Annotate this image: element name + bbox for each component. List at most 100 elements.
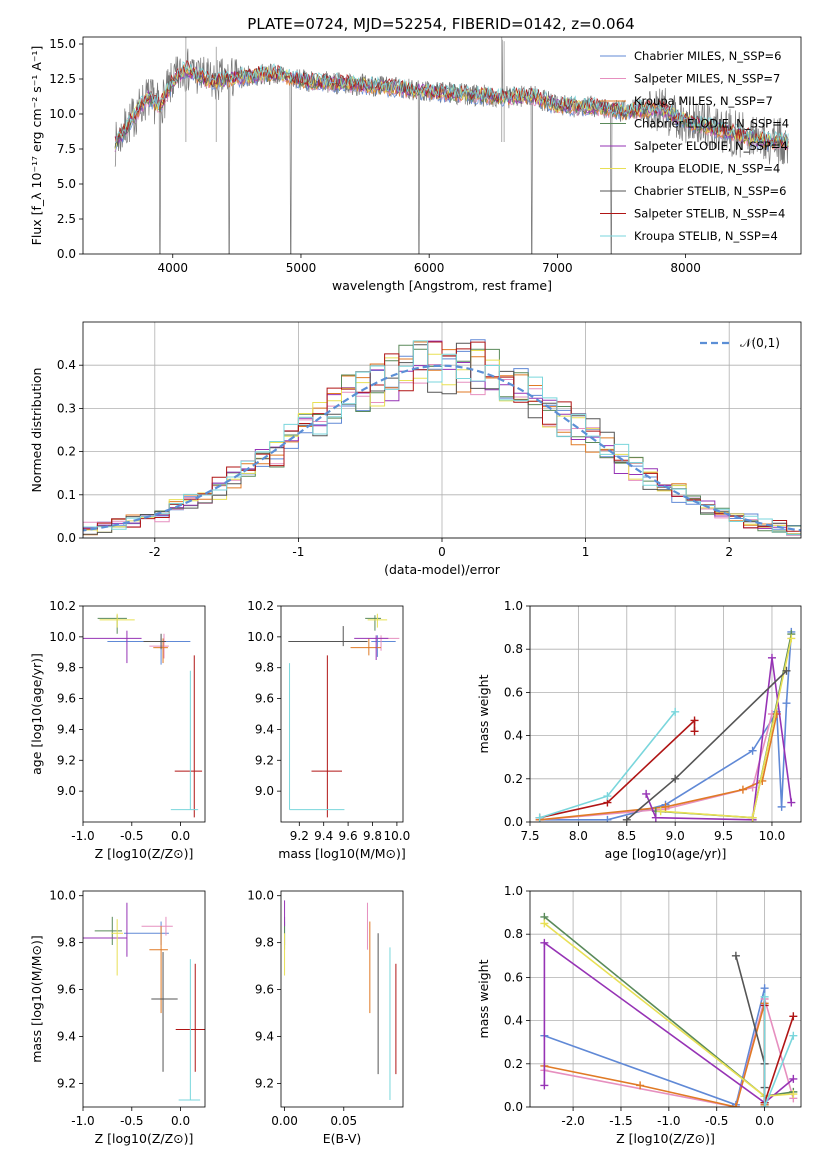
point-marker bbox=[651, 813, 660, 822]
y-tick-label: 9.2 bbox=[57, 753, 76, 767]
panel-mass_vs_EBV: 0.00 0.05 9.2 9.4 9.6 9.8 10.0 E(B-V) bbox=[247, 889, 404, 1146]
x-tick-label: 8000 bbox=[670, 261, 701, 275]
legend-entry: 𝒩(0,1) bbox=[740, 336, 780, 350]
x-tick-label: 10.0 bbox=[759, 829, 786, 843]
x-tick-label: 2 bbox=[725, 545, 733, 559]
plot-area bbox=[288, 613, 400, 818]
point-marker bbox=[767, 653, 776, 662]
figure-title: PLATE=0724, MJD=52254, FIBERID=0142, z=0… bbox=[247, 15, 634, 33]
x-axis-label: mass [log10(M/M⊙)] bbox=[278, 846, 406, 861]
y-tick-label: 9.0 bbox=[255, 784, 274, 798]
point-marker bbox=[787, 798, 796, 807]
point-marker bbox=[656, 807, 665, 816]
y-tick-label: 0.0 bbox=[57, 531, 76, 545]
x-tick-label: 6000 bbox=[414, 261, 445, 275]
plot-area bbox=[540, 912, 798, 1107]
x-tick-label: 9.6 bbox=[339, 829, 358, 843]
point-marker bbox=[671, 707, 680, 716]
y-tick-label: 9.8 bbox=[255, 936, 274, 950]
point-marker bbox=[661, 802, 670, 811]
histogram-8 bbox=[83, 340, 801, 537]
y-tick-label: 9.8 bbox=[57, 936, 76, 950]
point-marker bbox=[787, 634, 796, 643]
point-marker bbox=[636, 1081, 645, 1090]
x-tick-label: -1.0 bbox=[71, 1114, 94, 1128]
y-axis-label: mass weight bbox=[476, 959, 491, 1038]
axes-frame bbox=[280, 605, 404, 823]
x-axis-label: Z [log10(Z/Z⊙)] bbox=[95, 1131, 194, 1146]
x-tick-label: 9.5 bbox=[714, 829, 733, 843]
x-axis-label: age [log10(age/yr)] bbox=[605, 846, 727, 861]
y-tick-label: 0.2 bbox=[504, 772, 523, 786]
panel-residuals: -2 -1 0 1 2 0.0 0.1 0.2 0.3 0.4 𝒩(0,1) (data-model)… bbox=[29, 321, 802, 577]
plot-area bbox=[83, 339, 801, 537]
axes-frame bbox=[82, 321, 802, 539]
y-tick-label: 9.6 bbox=[255, 983, 274, 997]
point-marker bbox=[603, 792, 612, 801]
point-marker bbox=[731, 1103, 740, 1107]
panel-age_vs_mass: 9.2 9.4 9.6 9.8 10.09.09.29.49.69.810.010.2m… bbox=[247, 599, 410, 861]
series-line-1 bbox=[539, 713, 777, 821]
y-tick-label: 9.0 bbox=[57, 784, 76, 798]
point-marker bbox=[540, 938, 549, 947]
y-tick-label: 9.8 bbox=[255, 661, 274, 675]
y-tick-label: 0.6 bbox=[504, 685, 523, 699]
x-tick-label: -1.0 bbox=[71, 829, 94, 843]
point-marker bbox=[540, 1081, 549, 1090]
series-line-2 bbox=[539, 713, 778, 821]
y-tick-label: 0.0 bbox=[504, 815, 523, 829]
point-marker bbox=[731, 951, 740, 960]
y-tick-label: 1.0 bbox=[504, 884, 523, 898]
y-tick-label: 9.2 bbox=[57, 1077, 76, 1091]
axes-frame bbox=[280, 890, 404, 1108]
y-tick-label: 10.2 bbox=[49, 599, 76, 613]
y-tick-label: 0.0 bbox=[504, 1100, 523, 1114]
x-tick-label: 0.00 bbox=[271, 1114, 298, 1128]
axes-frame bbox=[82, 890, 206, 1108]
point-marker bbox=[782, 699, 791, 708]
point-marker bbox=[789, 1012, 798, 1021]
model-spectrum-8 bbox=[114, 61, 789, 147]
y-tick-label: 9.8 bbox=[57, 661, 76, 675]
y-tick-label: 10.0 bbox=[247, 889, 274, 903]
x-tick-label: -0.5 bbox=[120, 829, 143, 843]
series-line-8 bbox=[763, 996, 795, 1107]
y-tick-label: 10.0 bbox=[247, 630, 274, 644]
x-tick-label: 7.5 bbox=[520, 829, 539, 843]
point-marker bbox=[748, 813, 757, 822]
x-axis-label: wavelength [Angstrom, rest frame] bbox=[332, 278, 552, 293]
y-axis-label: mass [log10(M/M⊙)] bbox=[29, 935, 44, 1063]
panel-massweight_vs_Z: -2.0 -1.5 -1.0 -0.5 0.0 0.0 0.2 0.4 0.6 0.8 1.0 Z [… bbox=[476, 884, 802, 1146]
point-marker bbox=[760, 992, 769, 1001]
plot-area bbox=[114, 37, 789, 254]
model-spectrum-7 bbox=[114, 60, 789, 147]
point-marker bbox=[748, 746, 757, 755]
axes-frame bbox=[529, 890, 802, 1108]
point-marker bbox=[535, 813, 544, 822]
point-marker bbox=[789, 1074, 798, 1083]
point-marker bbox=[642, 789, 651, 798]
plot-area bbox=[535, 627, 796, 822]
x-axis-label: Z [log10(Z/Z⊙)] bbox=[616, 1131, 715, 1146]
x-tick-label: -0.5 bbox=[705, 1114, 728, 1128]
series-line-7 bbox=[763, 1005, 795, 1103]
x-tick-label: 9.4 bbox=[314, 829, 333, 843]
legend-entry: Chabrier ELODIE, N_SSP=4 bbox=[634, 117, 789, 131]
y-tick-label: 5.0 bbox=[57, 177, 76, 191]
x-tick-label: 7000 bbox=[542, 261, 573, 275]
point-marker bbox=[622, 815, 631, 822]
x-tick-label: 4000 bbox=[157, 261, 188, 275]
legend-entry: Salpeter STELIB, N_SSP=4 bbox=[634, 207, 785, 221]
x-tick-label: 1 bbox=[582, 545, 590, 559]
y-tick-label: 9.2 bbox=[255, 753, 274, 767]
x-tick-label: 10.0 bbox=[384, 829, 411, 843]
x-tick-label: 0.0 bbox=[171, 829, 190, 843]
y-tick-label: 9.4 bbox=[255, 722, 274, 736]
y-tick-label: 2.5 bbox=[57, 212, 76, 226]
point-marker bbox=[738, 785, 747, 794]
series-line-4 bbox=[543, 941, 794, 1104]
x-tick-label: -1 bbox=[292, 545, 304, 559]
x-tick-label: -2 bbox=[149, 545, 161, 559]
x-axis-label: E(B-V) bbox=[323, 1131, 362, 1146]
